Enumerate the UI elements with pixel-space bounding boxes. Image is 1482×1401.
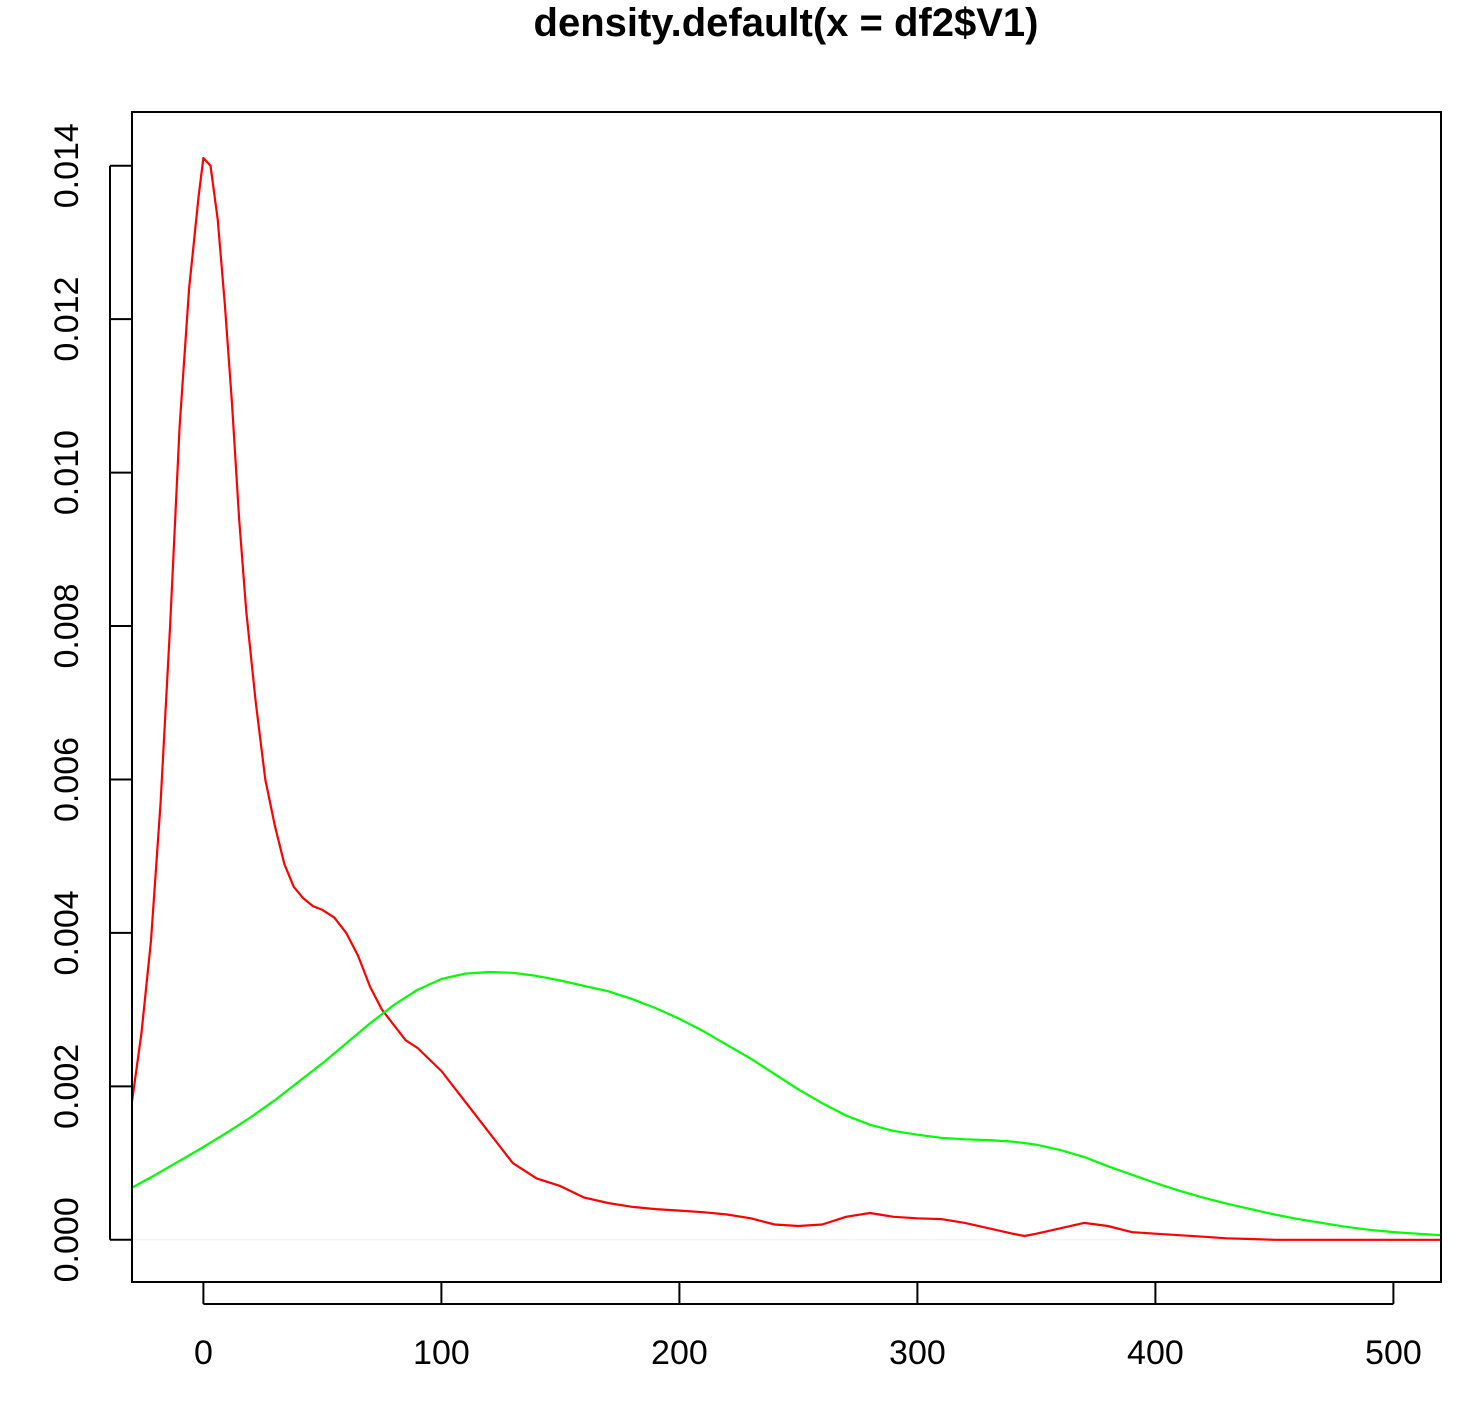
y-tick-label: 0.000 [48,1197,86,1282]
x-tick-label: 100 [413,1334,470,1372]
y-axis: 0.000 0.002 0.004 0.006 0.008 0.010 0.012 0.014 [48,123,132,1282]
x-tick-label: 500 [1365,1334,1422,1372]
x-tick-label: 400 [1127,1334,1184,1372]
chart-title: density.default(x = df2$V1) [534,1,1039,45]
x-axis: 0 100 200 300 400 500 [194,1282,1422,1372]
x-tick-label: 200 [651,1334,708,1372]
y-tick-label: 0.006 [48,737,86,822]
y-tick-label: 0.008 [48,583,86,668]
x-tick-label: 0 [194,1334,213,1372]
density-line-2 [131,970,1442,1237]
series-layer [130,156,1442,1241]
density-line-1 [130,156,1441,1241]
x-tick-label: 300 [889,1334,946,1372]
y-tick-label: 0.014 [48,123,86,208]
y-tick-label: 0.010 [48,430,86,515]
y-tick-label: 0.012 [48,277,86,362]
y-tick-label: 0.002 [48,1044,86,1129]
plot-frame [131,111,1442,1283]
y-tick-label: 0.004 [48,890,86,975]
